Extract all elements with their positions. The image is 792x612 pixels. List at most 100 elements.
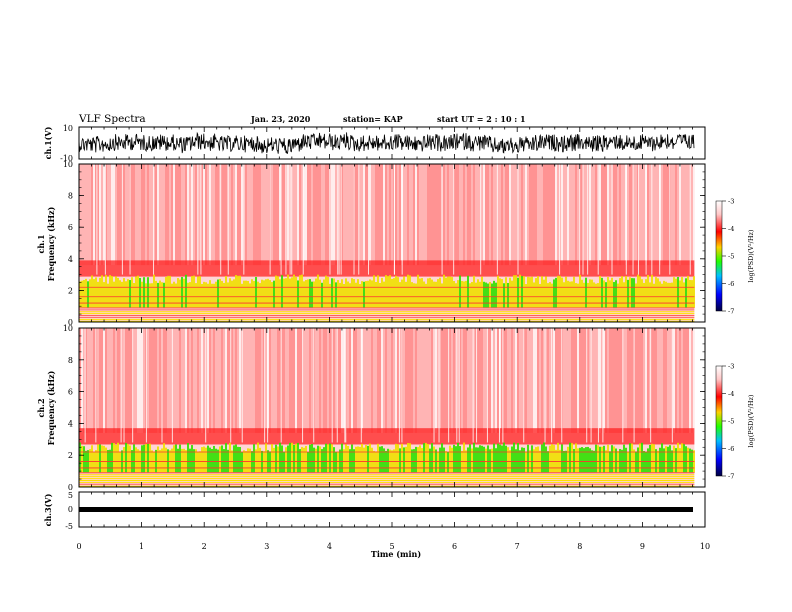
- spectrogram-band-column: [657, 278, 659, 308]
- spectrogram-band-column: [215, 448, 217, 473]
- spectrogram-column: [499, 328, 501, 433]
- spectrogram-band-column: [337, 280, 339, 308]
- spectrogram-band-column: [591, 279, 593, 308]
- spectrogram-column: [491, 328, 493, 433]
- spectrogram-band-column: [347, 445, 349, 473]
- spectrogram-column: [413, 164, 415, 266]
- spectrogram-column: [553, 328, 555, 433]
- spectrogram-band-column: [483, 281, 485, 308]
- spectrogram-band-column: [585, 277, 587, 308]
- spectrogram-column: [623, 164, 625, 266]
- ch1-waveform-series: [78, 131, 695, 155]
- spectrogram-band-column: [351, 444, 353, 473]
- spectrogram-column: [607, 328, 609, 433]
- spectrogram-band-column: [431, 443, 433, 473]
- spectrogram-band-column: [515, 275, 517, 308]
- spectrogram-column: [527, 164, 529, 266]
- spectrogram-column: [103, 164, 105, 266]
- spectrogram-band-column: [81, 280, 83, 308]
- spectrogram-band-column: [151, 283, 153, 308]
- spectrogram-band-column: [171, 283, 173, 308]
- ch3-waveform-band: [79, 507, 693, 512]
- spectrogram-column: [99, 328, 101, 433]
- spectrogram-band-column: [203, 281, 205, 308]
- spectrogram-band-column: [491, 448, 493, 473]
- spectrogram-band-column: [301, 446, 303, 473]
- spectrogram-column: [385, 328, 387, 433]
- ch1-spectrogram-xticks: [78, 164, 706, 322]
- spectrogram-column: [417, 328, 419, 433]
- spectrogram-band-column: [211, 449, 213, 473]
- spectrogram-column: [133, 164, 135, 266]
- spectrogram-column: [323, 328, 325, 433]
- spectrogram-column: [693, 328, 695, 433]
- spectrogram-column: [603, 164, 605, 266]
- spectrogram-column: [315, 164, 317, 266]
- spectrogram-column: [499, 164, 501, 266]
- spectrogram-band-column: [189, 282, 191, 308]
- spectrogram-band-column: [571, 443, 573, 473]
- spectrogram-band-column: [423, 443, 425, 473]
- spectrogram-column: [505, 164, 507, 266]
- spectrogram-column: [101, 164, 103, 266]
- spectrogram-band-column: [503, 283, 505, 308]
- spectrogram-column: [581, 164, 583, 266]
- spectrogram-band-column: [499, 278, 501, 308]
- spectrogram-column: [535, 164, 537, 266]
- spectrogram-column: [295, 328, 297, 433]
- spectrogram-column: [461, 164, 463, 266]
- spectrogram-band-column: [521, 276, 523, 308]
- spectrogram-band-column: [375, 451, 377, 473]
- spectrogram-column: [687, 328, 689, 433]
- spectrogram-column: [123, 164, 125, 266]
- spectrogram-column: [435, 328, 437, 433]
- spectrogram-column: [469, 164, 471, 266]
- spectrogram-column: [459, 328, 461, 433]
- spectrogram-band-column: [489, 449, 491, 473]
- spectrogram-band-column: [479, 445, 481, 473]
- spectrogram-column: [471, 164, 473, 266]
- spectrogram-column: [445, 328, 447, 433]
- spectrogram-band-column: [311, 444, 313, 473]
- spectrogram-band-column: [523, 447, 525, 473]
- spectrogram-column: [397, 164, 399, 266]
- spectrogram-column: [647, 328, 649, 433]
- spectrogram-column: [301, 164, 303, 266]
- ch2-colorbar-gradient: [715, 365, 723, 477]
- spectrogram-band-column: [131, 277, 133, 308]
- spectrogram-band-column: [597, 445, 599, 473]
- spectrogram-column: [139, 164, 141, 266]
- spectrogram-band-column: [313, 447, 315, 473]
- spectrogram-column: [403, 328, 405, 433]
- colorbar-tick-label: -3: [728, 363, 734, 371]
- spectrogram-band-column: [579, 274, 581, 308]
- spectrogram-column: [549, 164, 551, 266]
- spectrogram-band-column: [605, 282, 607, 308]
- spectrogram-band-column: [415, 446, 417, 473]
- spectrogram-band-column: [563, 282, 565, 308]
- spectrogram-column: [343, 164, 345, 266]
- spectrogram-band-column: [507, 447, 509, 473]
- spectrogram-band-column: [299, 449, 301, 473]
- spectrogram-band-column: [129, 280, 131, 308]
- spectrogram-band-column: [229, 278, 231, 308]
- spectrogram-column: [485, 328, 487, 433]
- spectrogram-band-column: [179, 279, 181, 308]
- spectrogram-band-column: [435, 281, 437, 308]
- spectrogram-column: [513, 164, 515, 266]
- spectrogram-column: [271, 328, 273, 433]
- spectrogram-column: [459, 164, 461, 266]
- x-tick-label: 6: [452, 542, 457, 551]
- spectrogram-column: [487, 328, 489, 433]
- spectrogram-band-column: [447, 276, 449, 308]
- spectrogram-band-column: [637, 274, 639, 308]
- spectrogram-band-column: [163, 443, 165, 473]
- spectrogram-column: [543, 328, 545, 433]
- spectrogram-column: [269, 328, 271, 433]
- spectrogram-column: [475, 328, 477, 433]
- spectrogram-band-column: [423, 281, 425, 308]
- spectrogram-column: [591, 328, 593, 433]
- spectrogram-column: [115, 328, 117, 433]
- spectrogram-band-column: [667, 446, 669, 473]
- spectrogram-band-column: [601, 277, 603, 308]
